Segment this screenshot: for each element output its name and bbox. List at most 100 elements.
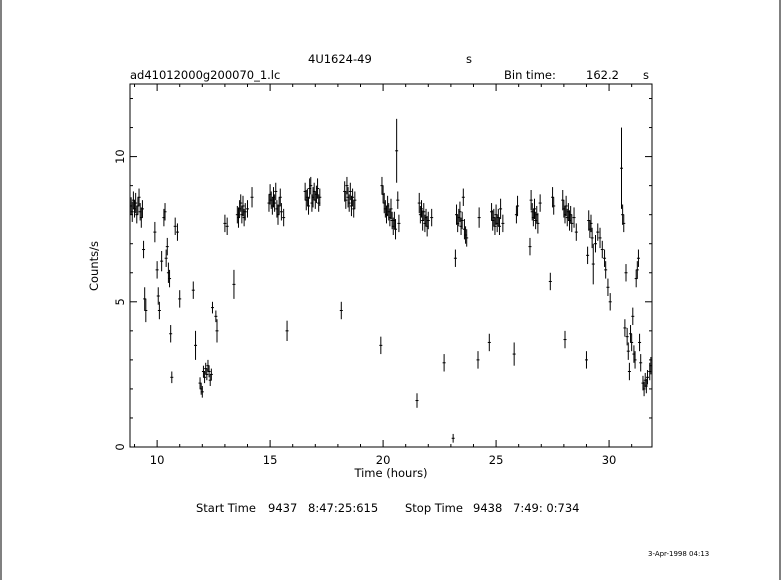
y-tick-label: 5: [113, 298, 127, 305]
data-point: [214, 310, 218, 323]
data-point: [516, 195, 520, 217]
data-point: [130, 201, 134, 222]
data-point: [223, 214, 227, 233]
data-point: [178, 290, 182, 308]
data-point: [157, 301, 161, 320]
data-point: [191, 281, 195, 299]
data-point: [584, 351, 588, 369]
data-point: [563, 330, 567, 349]
data-point: [246, 200, 250, 218]
data-point: [603, 249, 607, 267]
data-point: [137, 188, 141, 206]
data-point: [422, 203, 426, 221]
data-point: [639, 354, 643, 372]
data-point: [165, 237, 169, 256]
y-axis-label: Counts/s: [87, 241, 101, 291]
data-point: [458, 201, 462, 222]
data-point: [285, 320, 289, 342]
data-point: [649, 356, 653, 375]
data-point: [396, 191, 400, 209]
x-tick-label: 25: [489, 453, 504, 467]
start-time-label: Start Time: [196, 501, 256, 515]
data-point: [140, 200, 144, 218]
data-point: [501, 214, 505, 233]
data-point: [461, 188, 465, 206]
object-unit: s: [466, 52, 472, 66]
data-point: [574, 223, 578, 241]
data-point: [345, 176, 349, 195]
data-point: [397, 214, 401, 233]
data-point: [175, 223, 179, 241]
data-point: [203, 371, 207, 384]
data-point: [442, 354, 446, 372]
data-point: [572, 207, 576, 228]
data-point: [644, 378, 648, 394]
data-point: [626, 342, 630, 360]
data-point: [417, 192, 421, 214]
data-point: [627, 362, 631, 381]
data-point: [591, 243, 595, 285]
plot-frame: [129, 83, 653, 448]
data-point: [210, 301, 214, 314]
data-point: [465, 229, 469, 247]
data-point: [631, 307, 635, 326]
data-point: [430, 208, 434, 227]
file-name: ad41012000g200070_1.lc: [130, 68, 280, 82]
data-point: [499, 198, 503, 220]
data-point: [395, 118, 399, 183]
data-point: [348, 182, 352, 201]
y-tick-label: 0: [113, 443, 127, 450]
x-tick-label: 15: [263, 453, 278, 467]
data-point: [170, 371, 174, 384]
data-point: [278, 188, 282, 206]
data-point: [309, 176, 313, 195]
data-point: [394, 219, 398, 240]
data-point: [630, 333, 634, 352]
data-point: [564, 195, 568, 217]
data-point: [279, 203, 283, 221]
start-day: 9437: [268, 501, 297, 515]
data-point: [169, 325, 173, 343]
data-point: [487, 333, 491, 352]
data-point: [160, 250, 164, 272]
data-point: [164, 249, 168, 267]
plot-date-stamp: 3-Apr-1998 04:13: [648, 550, 709, 558]
data-point: [163, 203, 167, 221]
data-point: [379, 336, 383, 355]
data-point: [273, 194, 277, 212]
data-point: [173, 217, 177, 236]
data-point: [548, 272, 552, 291]
data-point: [638, 333, 642, 352]
data-point: [586, 246, 590, 265]
data-point: [528, 237, 532, 256]
data-point: [344, 191, 348, 209]
data-point: [239, 194, 243, 212]
bin-time-value: 162.2: [586, 68, 619, 82]
data-point: [460, 211, 464, 230]
data-point: [451, 433, 455, 443]
data-point: [622, 214, 626, 233]
data-point: [476, 351, 480, 369]
bin-time-unit: s: [643, 68, 649, 82]
data-point: [134, 192, 138, 214]
data-point: [453, 249, 457, 267]
data-point: [155, 261, 159, 279]
data-point: [144, 298, 148, 323]
data-point: [645, 370, 649, 385]
data-point: [274, 182, 278, 201]
data-point: [623, 319, 627, 337]
x-tick-label: 30: [602, 453, 617, 467]
x-tick-label: 20: [376, 453, 391, 467]
data-point: [225, 217, 229, 236]
data-point: [243, 203, 247, 221]
data-point: [353, 191, 357, 209]
data-point: [282, 208, 286, 227]
data-point: [619, 127, 623, 209]
data-point: [347, 194, 351, 212]
stop-time: 7:49: 0:734: [513, 501, 580, 515]
stop-time-label: Stop Time: [405, 501, 463, 515]
data-point: [426, 211, 430, 230]
data-point: [307, 197, 311, 215]
data-point: [339, 301, 343, 320]
